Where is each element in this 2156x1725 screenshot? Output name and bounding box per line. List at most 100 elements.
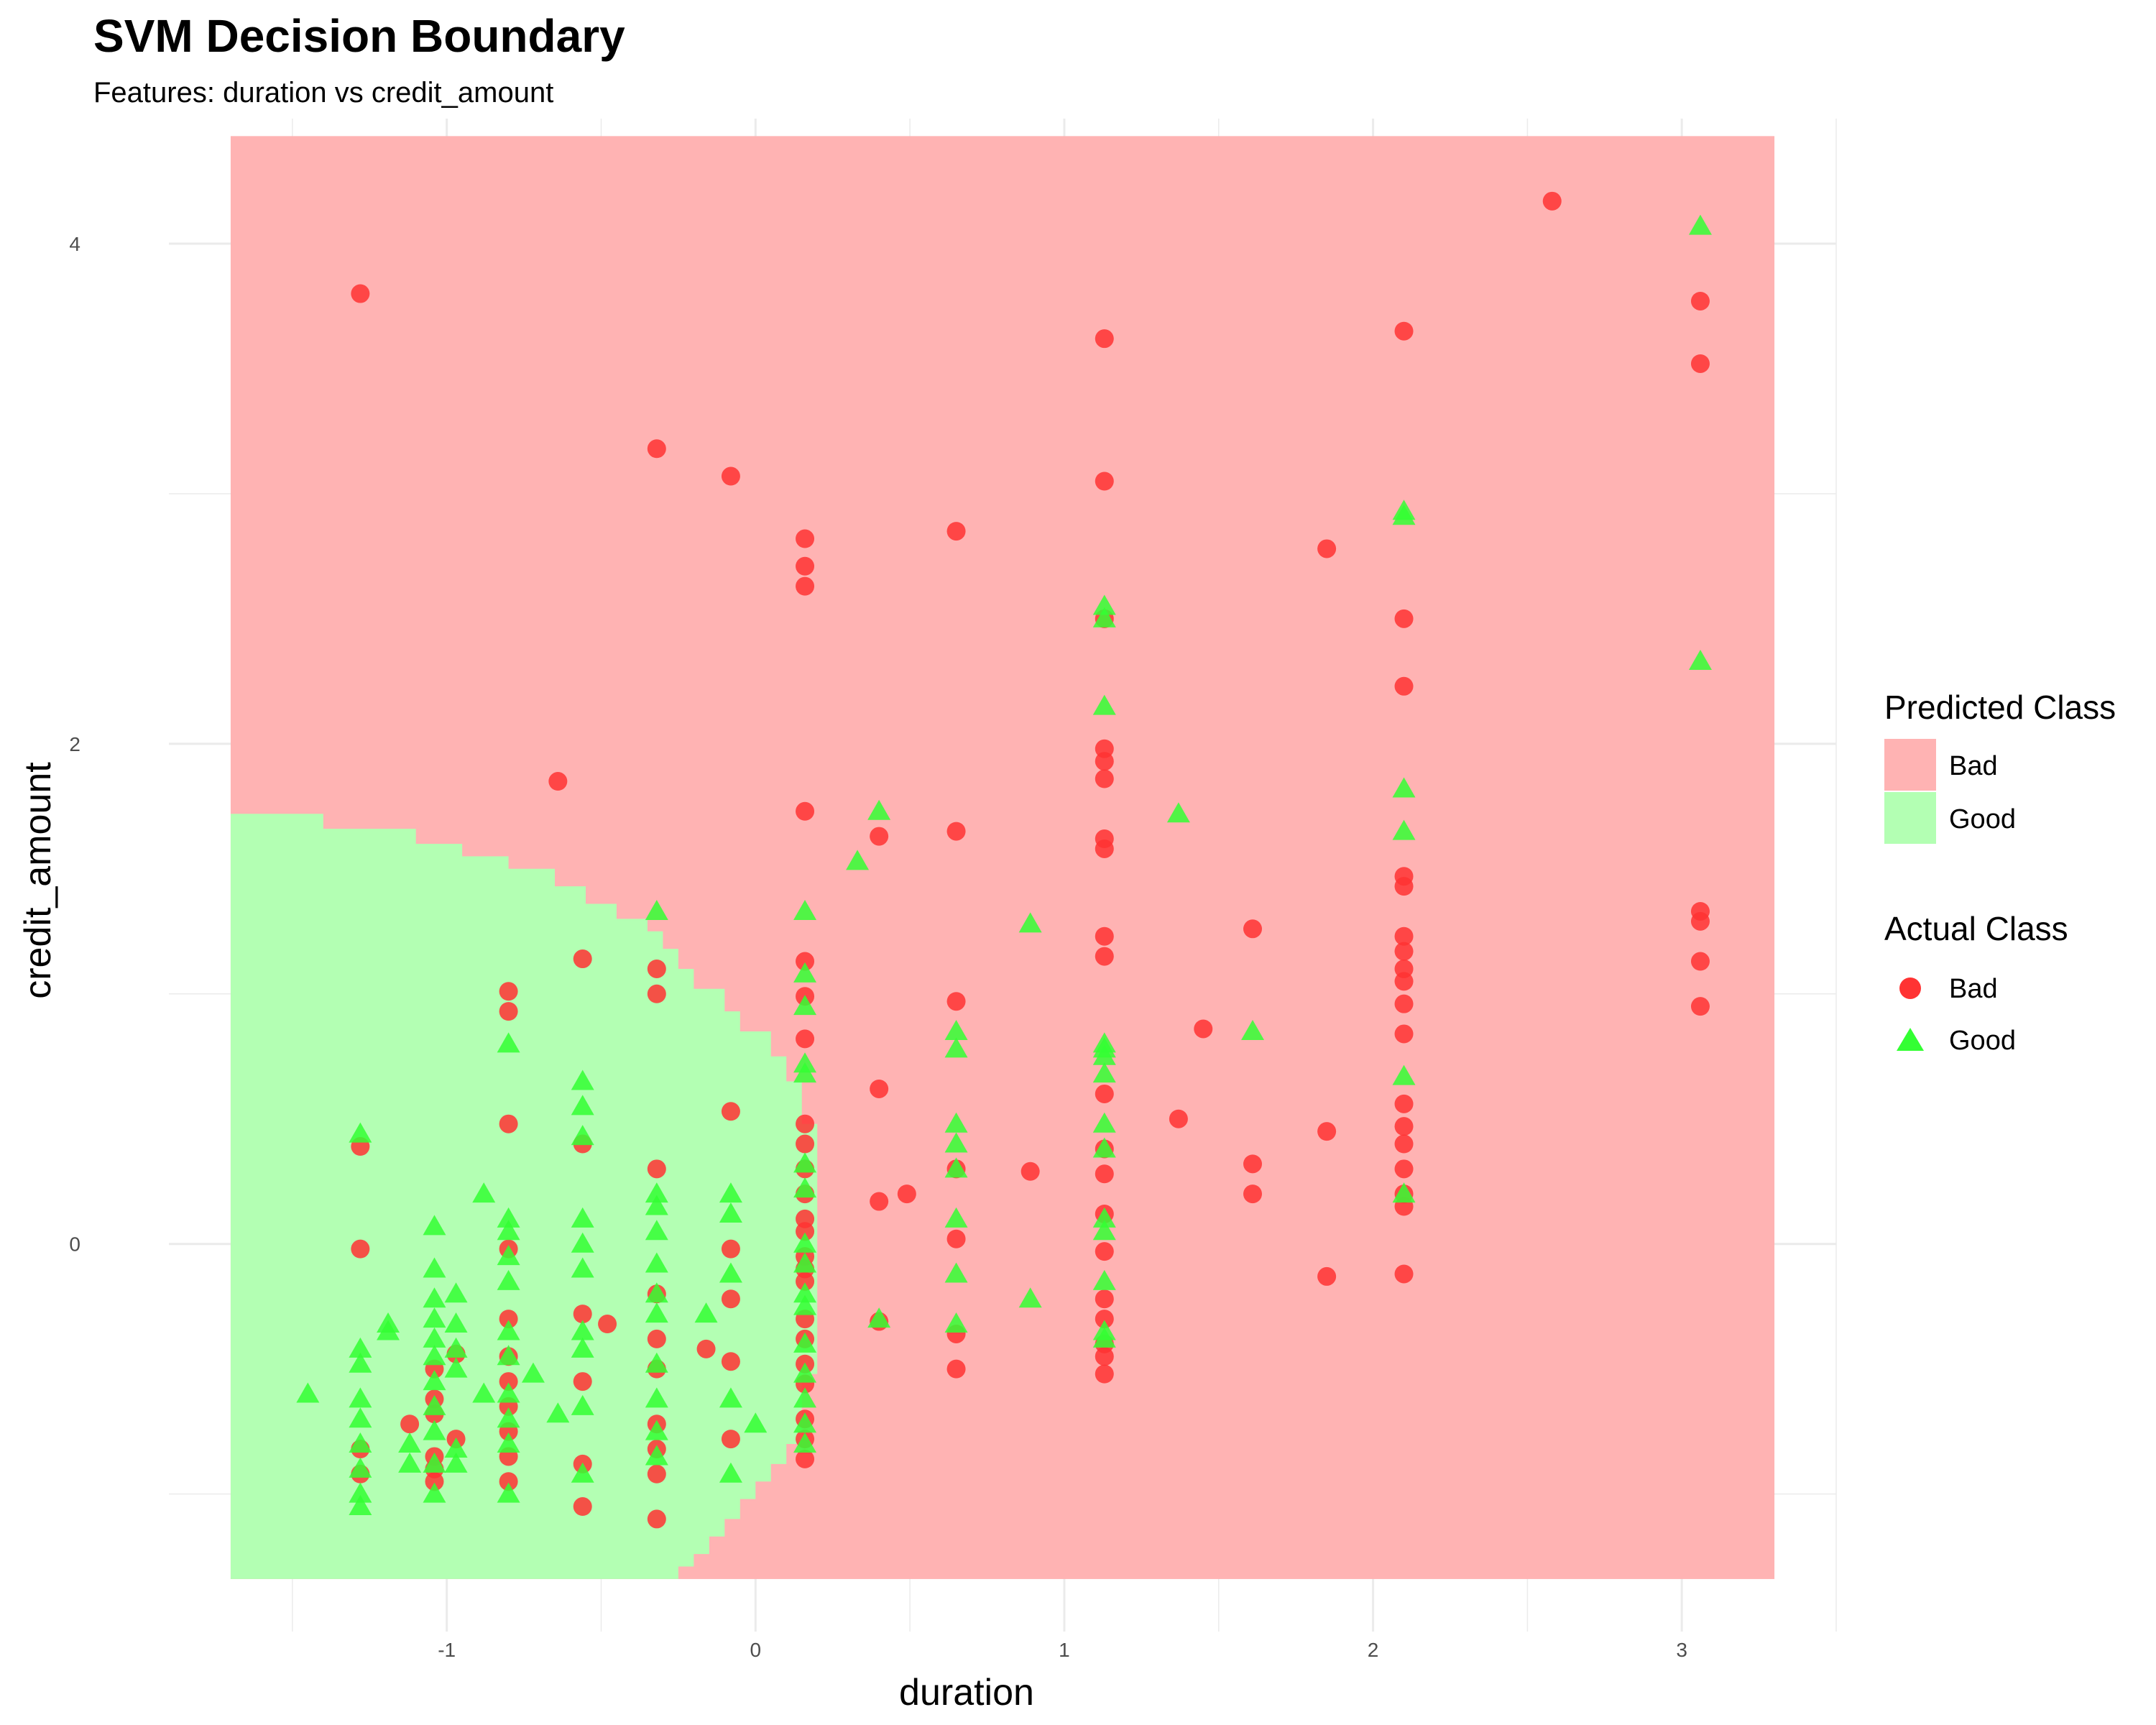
legend-actual-bad-marker: [1899, 978, 1921, 999]
good-data-point: [444, 1282, 468, 1303]
bad-data-point: [1394, 676, 1414, 696]
y-tick-label: 2: [69, 733, 80, 755]
bad-data-point: [499, 1372, 518, 1392]
bad-data-point: [499, 982, 518, 1001]
good-data-point: [1018, 912, 1042, 933]
bad-data-point: [796, 556, 815, 576]
bad-data-point: [1243, 919, 1262, 939]
good-data-point: [423, 1327, 446, 1348]
good-data-point: [867, 799, 891, 820]
bad-data-point: [1194, 1019, 1213, 1039]
good-data-point: [349, 1122, 372, 1143]
bad-data-point: [696, 1339, 716, 1358]
bad-data-point: [647, 959, 666, 978]
good-data-point: [423, 1307, 446, 1328]
good-data-point: [444, 1357, 468, 1378]
chart-subtitle: Features: duration vs credit_amount: [93, 77, 553, 109]
bad-data-point: [870, 827, 889, 846]
bad-data-point: [1690, 291, 1710, 310]
good-data-point: [571, 1320, 594, 1340]
good-data-point: [571, 1232, 594, 1253]
good-data-point: [793, 1252, 817, 1273]
bad-data-point: [796, 576, 815, 596]
bad-data-point: [796, 1029, 815, 1049]
good-data-point: [793, 1232, 817, 1253]
good-data-point: [423, 1215, 446, 1236]
good-data-point: [793, 1332, 817, 1353]
good-data-point: [1092, 1062, 1116, 1083]
good-data-point: [423, 1370, 446, 1391]
good-data-point: [521, 1362, 545, 1383]
good-data-point: [497, 1032, 520, 1053]
good-data-point: [719, 1202, 742, 1223]
bad-data-point: [1095, 1084, 1114, 1103]
bad-data-point: [1394, 1094, 1414, 1113]
good-data-point: [1688, 650, 1712, 671]
bad-data-point: [573, 949, 592, 969]
bad-data-point: [1317, 539, 1337, 558]
bad-data-point: [796, 1449, 815, 1468]
good-data-point: [944, 1037, 968, 1058]
bad-data-point: [870, 1192, 889, 1211]
good-data-point: [645, 1252, 668, 1273]
good-data-point: [423, 1482, 446, 1503]
good-data-point: [793, 1177, 817, 1198]
good-data-point: [645, 1302, 668, 1323]
bad-data-point: [1394, 926, 1414, 946]
good-data-point: [423, 1420, 446, 1440]
good-data-point: [793, 1152, 817, 1173]
decision-regions: [230, 136, 1775, 1579]
x-tick-label: 1: [1059, 1639, 1070, 1661]
good-data-point: [645, 1220, 668, 1241]
bad-data-point: [1394, 994, 1414, 1013]
bad-data-point: [796, 1114, 815, 1133]
good-data-point: [1392, 777, 1416, 798]
good-data-point: [497, 1220, 520, 1241]
bad-data-point: [1394, 1159, 1414, 1179]
good-data-point: [719, 1387, 742, 1408]
bad-data-point: [499, 1002, 518, 1021]
good-data-point: [497, 1432, 520, 1453]
bad-data-point: [1095, 1164, 1114, 1184]
bad-data-point: [1394, 942, 1414, 961]
bad-data-point: [1690, 911, 1710, 931]
good-data-point: [744, 1412, 768, 1433]
good-data-point: [349, 1482, 372, 1503]
bad-data-point: [351, 1239, 370, 1259]
bad-data-point: [796, 529, 815, 548]
bad-data-point: [1095, 1242, 1114, 1261]
good-data-point: [793, 1432, 817, 1453]
bad-data-point: [796, 801, 815, 821]
bad-data-point: [1394, 1264, 1414, 1284]
bad-data-point: [647, 1464, 666, 1484]
good-data-point: [349, 1495, 372, 1516]
good-data-point: [444, 1438, 468, 1458]
good-data-point: [472, 1182, 496, 1203]
good-data-point: [793, 899, 817, 920]
good-data-point: [423, 1394, 446, 1415]
good-data-point: [944, 1132, 968, 1153]
bad-data-point: [1690, 997, 1710, 1016]
bad-data-point: [400, 1414, 420, 1434]
legend-actual-title: Actual Class: [1884, 910, 2068, 947]
bad-data-point: [647, 1329, 666, 1348]
chart-title: SVM Decision Boundary: [93, 10, 625, 62]
bad-data-point: [1394, 1117, 1414, 1136]
good-data-point: [571, 1394, 594, 1415]
bad-data-point: [1095, 839, 1114, 858]
good-data-point: [944, 1019, 968, 1040]
bad-data-point: [1394, 1134, 1414, 1154]
bad-data-point: [647, 1509, 666, 1529]
legend-predicted-good-swatch: [1884, 792, 1936, 844]
good-data-point: [793, 995, 817, 1016]
good-data-point: [398, 1452, 422, 1473]
bad-data-point: [721, 1430, 740, 1449]
good-data-point: [944, 1207, 968, 1228]
good-data-point: [793, 962, 817, 983]
bad-data-point: [796, 1222, 815, 1241]
bad-data-point: [1317, 1266, 1337, 1286]
bad-data-point: [870, 1079, 889, 1098]
good-data-point: [645, 1420, 668, 1440]
legend: Predicted Class Bad Good Actual Class Ba…: [1884, 689, 2116, 1056]
